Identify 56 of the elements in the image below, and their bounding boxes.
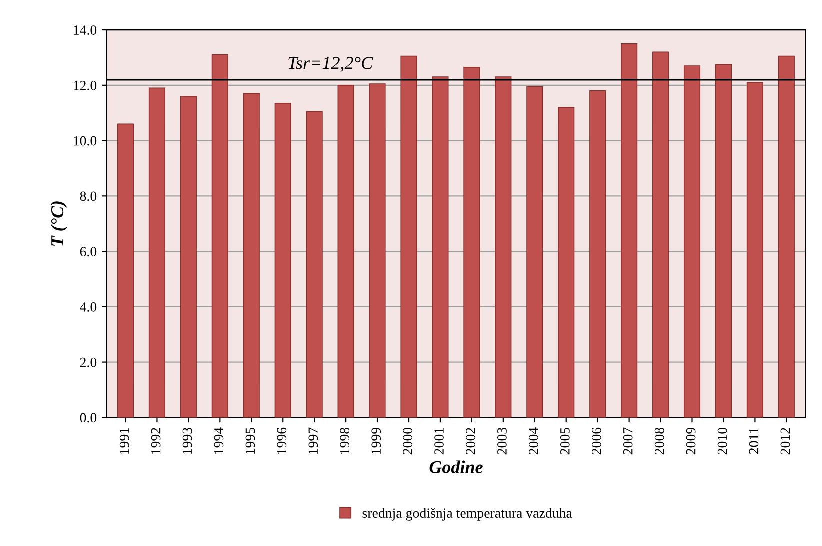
- y-tick-label: 10.0: [74, 136, 97, 146]
- bar: [432, 76, 449, 418]
- x-axis-title: Godine: [430, 460, 483, 474]
- x-tick-label: 2006: [592, 428, 602, 455]
- x-tick-label: 2011: [749, 428, 759, 454]
- bar: [243, 93, 260, 418]
- bar: [212, 54, 228, 418]
- x-tick-label: 2005: [560, 428, 570, 455]
- y-tick-label: 0.0: [80, 413, 97, 423]
- bar: [495, 76, 512, 418]
- y-tick-label: 2.0: [80, 358, 97, 368]
- x-tick-label: 1992: [151, 428, 161, 454]
- x-tick-label: 1999: [372, 428, 382, 454]
- bar: [338, 84, 354, 418]
- bar: [369, 84, 386, 418]
- x-tick-label: 2007: [623, 428, 633, 455]
- x-tick-label: 1998: [340, 428, 350, 454]
- x-tick-label: 1994: [214, 428, 224, 454]
- y-tick-label: 6.0: [80, 247, 97, 257]
- x-tick-label: 2000: [403, 428, 412, 455]
- y-tick-label: 12.0: [74, 80, 97, 90]
- x-tick-label: 2008: [654, 428, 664, 455]
- bar: [590, 90, 606, 418]
- x-tick-label: 2010: [718, 428, 728, 455]
- bar: [621, 43, 638, 418]
- ref-line-label: Tsr=12,2°C: [288, 57, 374, 72]
- bar: [746, 82, 764, 418]
- x-tick-label: 1997: [308, 428, 318, 454]
- bar: [684, 66, 701, 418]
- x-tick-label: 1991: [120, 428, 130, 454]
- bar: [306, 111, 323, 418]
- y-tick-label: 14.0: [74, 26, 97, 36]
- bar: [148, 88, 166, 418]
- bar: [117, 124, 134, 418]
- y-tick-label: 4.0: [80, 302, 97, 312]
- x-tick-label: 2009: [686, 428, 696, 455]
- x-tick-label: 2003: [498, 428, 507, 455]
- x-tick-label: 2012: [780, 428, 790, 455]
- bar: [464, 66, 480, 418]
- bar: [652, 52, 670, 418]
- legend-label: srednja godišnja temperatura vazduha: [362, 508, 572, 521]
- bar: [274, 102, 292, 418]
- bar: [558, 107, 575, 418]
- x-tick-label: 1996: [277, 428, 287, 454]
- bar: [180, 96, 197, 418]
- y-axis-title: T (°C): [50, 202, 68, 246]
- bar: [715, 64, 732, 418]
- x-tick-label: 1995: [246, 428, 256, 454]
- bar: [526, 86, 544, 418]
- bar: [400, 56, 418, 418]
- y-tick-label: 8.0: [80, 192, 97, 202]
- x-tick-label: 2004: [528, 428, 538, 455]
- bar: [778, 56, 795, 418]
- x-tick-label: 2002: [466, 428, 476, 455]
- x-tick-label: 1993: [182, 428, 192, 454]
- x-tick-label: 2001: [434, 428, 444, 455]
